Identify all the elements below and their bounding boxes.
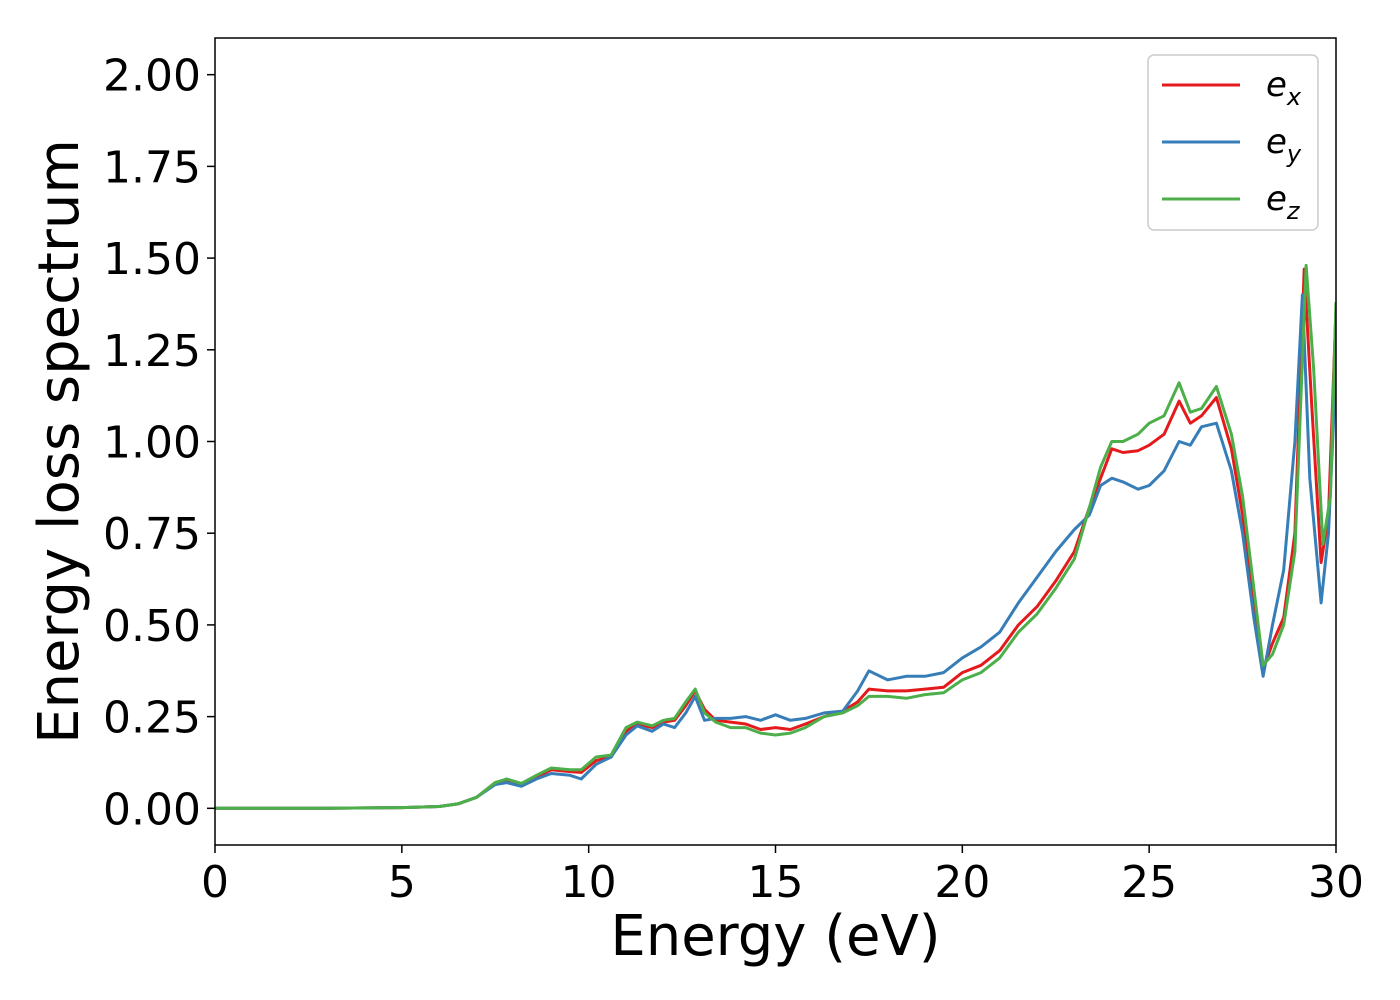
legend: ex ey ez (1147, 54, 1319, 231)
x-tick-label: 30 (1308, 857, 1364, 908)
x-tick-label: 20 (934, 857, 990, 908)
series-line-e-y (215, 293, 1336, 810)
y-tick-label: 2.00 (103, 51, 201, 102)
x-tick-label: 5 (388, 857, 416, 908)
y-tick-label: 1.50 (103, 234, 201, 285)
series-layer (215, 263, 1336, 810)
x-tick-label: 0 (201, 857, 229, 908)
y-tick-label: 0.50 (103, 601, 201, 652)
series-line-e-x (215, 267, 1336, 810)
y-tick-label: 0.25 (103, 693, 201, 744)
x-tick-label: 25 (1121, 857, 1177, 908)
x-tick-label: 10 (561, 857, 617, 908)
x-tick-label: 15 (748, 857, 804, 908)
legend-label-z: ez (1266, 179, 1301, 225)
legend-label-y: ey (1266, 122, 1302, 168)
y-tick-label: 0.00 (103, 784, 201, 835)
y-axis-title: Energy loss spectrum (27, 139, 92, 744)
x-axis-title: Energy (eV) (610, 904, 940, 969)
y-tick-label: 1.25 (103, 326, 201, 377)
legend-label-x: ex (1266, 65, 1302, 111)
ticks-layer: 0 5 10 15 20 25 30 0.00 0.25 0.50 0.75 1.00 1.25 1.50… (103, 51, 1364, 908)
y-tick-label: 1.00 (103, 418, 201, 469)
y-tick-label: 0.75 (103, 509, 201, 560)
series-line-e-z (215, 263, 1336, 810)
y-tick-label: 1.75 (103, 142, 201, 193)
